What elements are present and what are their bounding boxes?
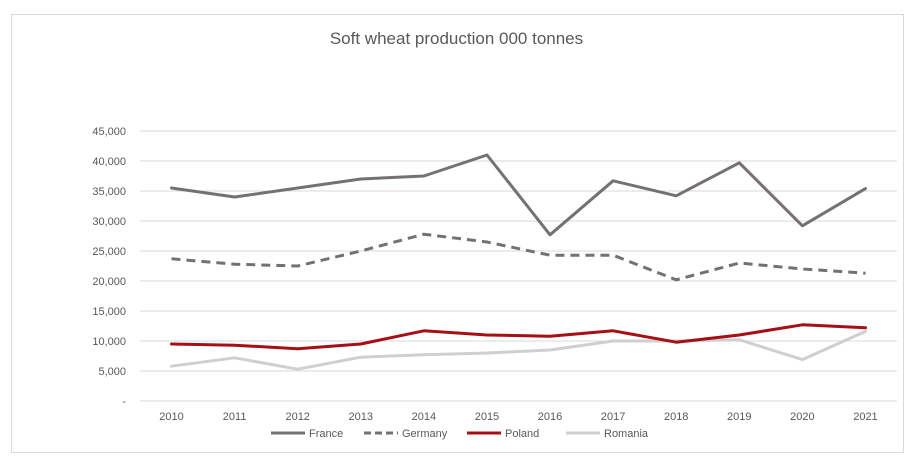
x-tick-label: 2015 bbox=[475, 411, 499, 423]
chart-frame bbox=[11, 14, 904, 453]
chart-title: Soft wheat production 000 tonnes bbox=[329, 29, 584, 48]
legend: France Germany Poland Romania bbox=[271, 428, 649, 440]
legend-item-romania: Romania bbox=[566, 428, 649, 440]
x-axis: 2010 2011 2012 2013 2014 2015 2016 2017 2018 2019… bbox=[159, 411, 877, 423]
y-tick-label: 40,000 bbox=[92, 156, 126, 168]
x-tick-label: 2012 bbox=[285, 411, 309, 423]
x-tick-label: 2017 bbox=[601, 411, 625, 423]
x-tick-label: 2020 bbox=[790, 411, 814, 423]
y-tick-label: 15,000 bbox=[92, 306, 126, 318]
x-tick-label: 2018 bbox=[664, 411, 688, 423]
series-line-romania bbox=[170, 329, 867, 371]
x-tick-label: 2011 bbox=[223, 411, 247, 423]
legend-label: Romania bbox=[604, 428, 649, 440]
legend-label: France bbox=[309, 428, 343, 440]
y-tick-label: 5,000 bbox=[98, 366, 126, 378]
y-tick-label: - bbox=[122, 396, 126, 408]
series-line-poland bbox=[170, 323, 867, 351]
legend-label: Poland bbox=[505, 428, 539, 440]
x-tick-label: 2010 bbox=[159, 411, 183, 423]
x-tick-label: 2013 bbox=[349, 411, 373, 423]
y-tick-label: 30,000 bbox=[92, 216, 126, 228]
y-tick-label: 25,000 bbox=[92, 246, 126, 258]
y-tick-label: 20,000 bbox=[92, 276, 126, 288]
y-tick-label: 10,000 bbox=[92, 336, 126, 348]
legend-item-germany: Germany bbox=[364, 428, 448, 440]
y-tick-label: 35,000 bbox=[92, 186, 126, 198]
legend-label: Germany bbox=[402, 428, 448, 440]
x-tick-label: 2021 bbox=[853, 411, 877, 423]
x-tick-label: 2019 bbox=[727, 411, 751, 423]
legend-item-france: France bbox=[271, 428, 343, 440]
x-tick-label: 2014 bbox=[412, 411, 436, 423]
series-line-germany bbox=[171, 232, 866, 282]
series-line-france bbox=[170, 153, 867, 237]
legend-item-poland: Poland bbox=[467, 428, 539, 440]
y-axis: - 5,000 10,000 15,000 20,000 25,000 30,000 35,0… bbox=[92, 126, 126, 408]
x-tick-label: 2016 bbox=[538, 411, 562, 423]
series-lines bbox=[170, 153, 867, 371]
y-tick-label: 45,000 bbox=[92, 126, 126, 138]
